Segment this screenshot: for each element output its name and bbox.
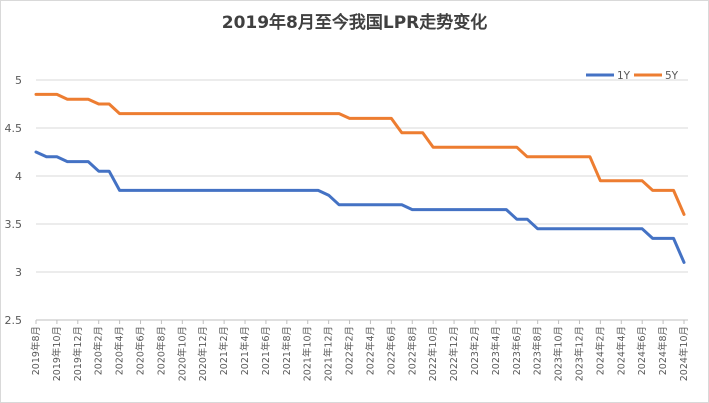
x-tick-label: 2020年2月: [93, 326, 105, 375]
y-tick-label: 2.5: [5, 314, 23, 327]
x-tick-label: 2021年2月: [218, 326, 230, 375]
y-tick-label: 3: [15, 266, 22, 279]
legend: 1Y 5Y: [586, 70, 679, 82]
series-line-5y: [34, 92, 686, 216]
x-tick-label: 2021年4月: [239, 326, 251, 375]
chart-title: 2019年8月至今我国LPR走势变化: [221, 13, 488, 33]
x-tick-label: 2021年12月: [323, 326, 335, 381]
x-tick-label: 2019年12月: [72, 326, 84, 381]
x-tick-label: 2019年10月: [51, 326, 63, 381]
x-tick-label: 2023年4月: [490, 326, 502, 375]
x-tick-label: 2023年6月: [511, 326, 523, 375]
legend-label: 1Y: [617, 70, 631, 82]
x-tick-label: 2023年10月: [553, 326, 565, 381]
x-tick-label: 2022年4月: [364, 326, 376, 375]
x-tick-label: 2024年2月: [594, 326, 606, 375]
x-tick-label: 2024年10月: [678, 326, 690, 381]
series-line-1y: [34, 150, 686, 264]
y-tick-label: 4: [15, 170, 22, 183]
x-tick-label: 2020年6月: [135, 326, 147, 375]
x-axis-ticks: 2019年8月 2019年10月 2019年12月 2020年2月 2020年4月 202…: [30, 320, 690, 381]
x-tick-label: 2020年10月: [176, 326, 188, 381]
x-tick-label: 2024年4月: [615, 326, 627, 375]
y-axis-ticks: 2.5 3 3.5 4 4.5 5: [5, 74, 23, 327]
y-tick-label: 4.5: [5, 122, 23, 135]
x-tick-label: 2024年6月: [636, 326, 648, 375]
x-tick-label: 2023年2月: [469, 326, 481, 375]
x-tick-label: 2022年6月: [385, 326, 397, 375]
series-lines: [34, 92, 686, 264]
x-tick-label: 2022年8月: [406, 326, 418, 375]
x-tick-label: 2023年12月: [573, 326, 585, 381]
x-tick-label: 2019年8月: [30, 326, 42, 375]
x-tick-label: 2020年12月: [197, 326, 209, 381]
x-tick-label: 2021年6月: [260, 326, 272, 375]
x-tick-label: 2021年8月: [281, 326, 293, 375]
y-tick-label: 5: [15, 74, 22, 87]
x-tick-label: 2020年4月: [114, 326, 126, 375]
x-tick-label: 2024年8月: [657, 326, 669, 375]
x-tick-label: 2022年2月: [344, 326, 356, 375]
x-tick-label: 2023年8月: [532, 326, 544, 375]
y-tick-label: 3.5: [5, 218, 23, 231]
x-tick-label: 2022年12月: [448, 326, 460, 381]
legend-label: 5Y: [665, 70, 679, 82]
x-tick-label: 2020年8月: [155, 326, 167, 375]
x-tick-label: 2022年10月: [427, 326, 439, 381]
grid-lines: [36, 79, 688, 321]
x-tick-label: 2021年10月: [302, 326, 314, 381]
